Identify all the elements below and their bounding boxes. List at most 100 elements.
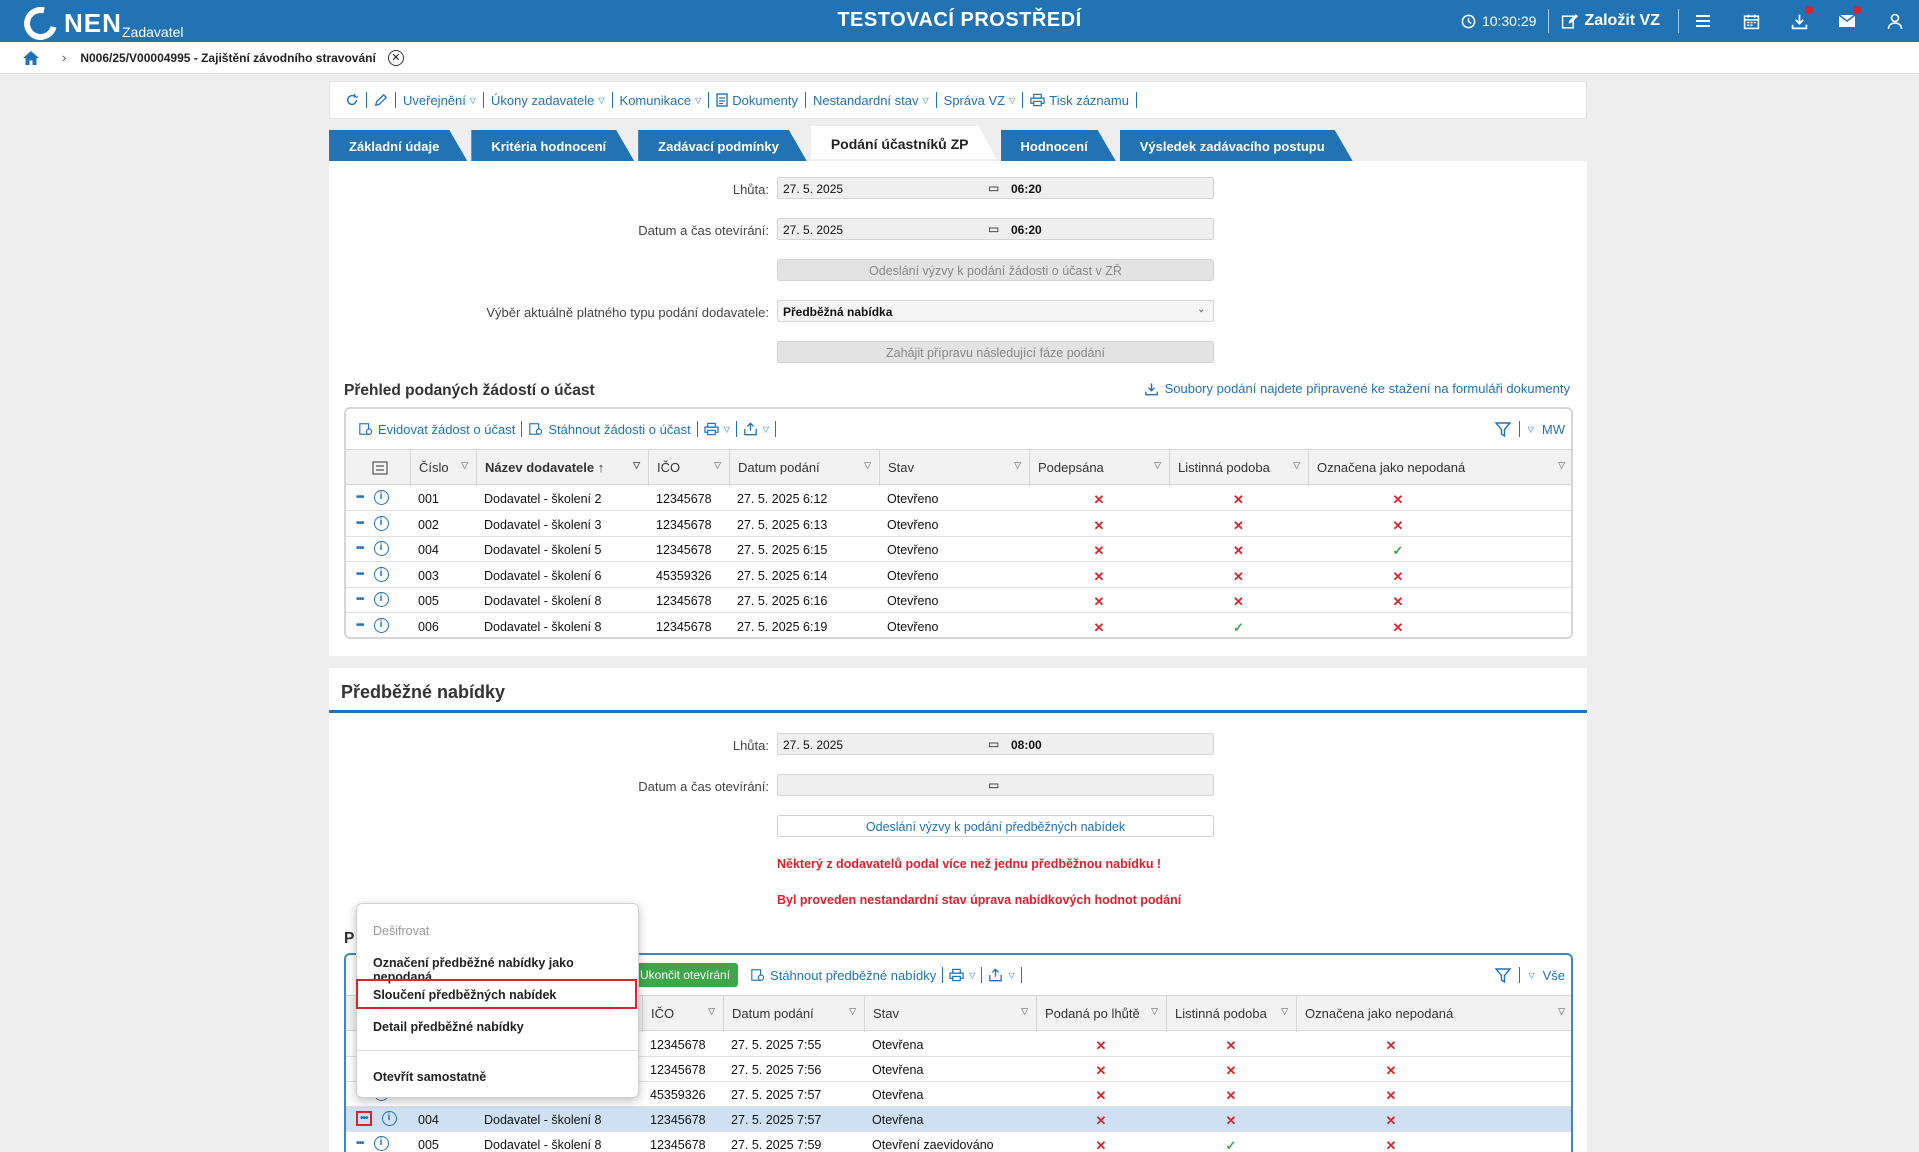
menu-button[interactable] [1679, 0, 1727, 42]
more-actions-icon[interactable]: ••• [356, 568, 364, 580]
info-icon[interactable]: i [373, 1136, 389, 1151]
invite-preliminary-offers-button[interactable]: Odeslání výzvy k podání předběžných nabí… [777, 815, 1214, 837]
caret-down-icon[interactable]: ▽ [1528, 970, 1535, 980]
filter-icon[interactable]: ▽ [1281, 1006, 1288, 1016]
open-datetime-field[interactable]: 27. 5. 2025 ▭ 06:20 [777, 218, 1214, 240]
header-datum[interactable]: Datum podání ▽ [723, 996, 864, 1032]
header-stav[interactable]: Stav ▽ [879, 450, 1029, 486]
column-settings-cell[interactable] [346, 450, 410, 486]
info-icon[interactable]: i [373, 566, 389, 582]
more-actions-icon[interactable]: ••• [356, 594, 364, 605]
calendar-icon[interactable]: ▭ [988, 222, 1000, 236]
table-row[interactable]: ••• i 005 Dodavatel - školení 8 12345678 27. … [346, 1132, 1571, 1152]
lhuta-field[interactable]: 27. 5. 2025 ▭ 08:00 [777, 733, 1214, 755]
filter-icon[interactable]: ▽ [1558, 460, 1565, 470]
calendar-button[interactable] [1727, 0, 1775, 42]
filter-icon[interactable]: ▽ [708, 1006, 715, 1016]
info-icon[interactable]: i [373, 617, 389, 633]
header-stav[interactable]: Stav ▽ [864, 996, 1036, 1032]
calendar-icon[interactable]: ▭ [988, 181, 1000, 195]
toolbar-nestandardni-stav[interactable]: Nestandardní stav ▽ [806, 92, 937, 108]
header-nepodana[interactable]: Označena jako nepodaná ▽ [1296, 996, 1571, 1032]
print-grid-button[interactable]: ▽ [698, 421, 737, 437]
download-files-link[interactable]: Soubory podání najdete připravené ke sta… [1144, 381, 1570, 396]
tab-vysledek[interactable]: Výsledek zadávacího postupu [1120, 130, 1353, 161]
header-listinna[interactable]: Listinná podoba ▽ [1166, 996, 1296, 1032]
menu-item-desifrovat[interactable]: Dešifrovat [373, 924, 430, 938]
export-grid-button[interactable]: ▽ [737, 421, 776, 437]
table-row[interactable]: ••• i 001 Dodavatel - školení 2 12345678 27. … [346, 486, 1571, 511]
info-icon[interactable]: i [381, 1111, 397, 1126]
filter-icon[interactable]: ▽ [1021, 1006, 1028, 1016]
header-listinna[interactable]: Listinná podoba ▽ [1169, 450, 1308, 486]
user-button[interactable] [1871, 0, 1919, 42]
menu-item-offer-detail[interactable]: Detail předběžné nabídky [373, 1020, 524, 1034]
refresh-button[interactable] [338, 92, 367, 108]
filter-icon[interactable]: ▽ [864, 460, 871, 470]
more-actions-icon[interactable]: ••• [356, 517, 364, 529]
grid-view-label[interactable]: Vše [1542, 967, 1565, 983]
table-row[interactable]: ••• i 002 Dodavatel - školení 3 12345678 27. … [346, 512, 1571, 537]
info-icon[interactable]: i [373, 592, 389, 607]
close-icon[interactable]: ✕ [387, 49, 404, 66]
filter-icon[interactable]: ▽ [1151, 1006, 1158, 1016]
messages-button[interactable] [1823, 0, 1871, 42]
breadcrumb-current[interactable]: N006/25/V00004995 - Zajištění závodního … [80, 50, 376, 65]
filter-icon[interactable]: ▽ [714, 460, 721, 470]
download-applications-button[interactable]: Stáhnout žádosti o účast [522, 421, 698, 437]
header-nepodana[interactable]: Označena jako nepodaná ▽ [1308, 450, 1571, 486]
info-icon[interactable]: i [373, 490, 389, 505]
download-preliminary-offers-button[interactable]: Stáhnout předběžné nabídky [744, 967, 944, 983]
filter-icon[interactable]: ▽ [1293, 460, 1300, 470]
register-application-button[interactable]: Evidovat žádost o účast [352, 421, 523, 437]
open-datetime-field[interactable]: ▭ [777, 774, 1214, 796]
calendar-icon[interactable]: ▭ [988, 778, 1000, 792]
header-ico[interactable]: IČO ▽ [642, 996, 723, 1032]
toolbar-dokumenty[interactable]: Dokumenty [709, 92, 806, 108]
edit-button[interactable] [367, 92, 396, 108]
table-row[interactable]: ••• i 004 Dodavatel - školení 5 12345678 27. … [346, 537, 1571, 562]
more-actions-icon[interactable]: ••• [356, 543, 364, 554]
print-grid-button[interactable]: ▽ [943, 967, 983, 983]
info-icon[interactable]: i [373, 541, 389, 556]
filter-icon[interactable]: ▽ [1558, 1006, 1565, 1016]
more-actions-icon[interactable]: ••• [356, 1138, 364, 1149]
menu-item-merge-offers[interactable]: Sloučení předběžných nabídek [356, 979, 637, 1009]
funnel-icon[interactable] [1494, 421, 1511, 437]
table-row[interactable]: ••• i 003 Dodavatel - školení 6 45359326 27. … [346, 563, 1571, 588]
filter-icon[interactable]: ▽ [849, 1006, 856, 1016]
more-actions-icon[interactable]: ••• [356, 619, 364, 631]
grid-view-label[interactable]: MW [1541, 421, 1565, 437]
filter-icon[interactable]: ▽ [633, 460, 640, 470]
more-actions-icon[interactable]: ••• [356, 1111, 372, 1126]
filter-icon[interactable]: ▽ [461, 460, 468, 470]
caret-down-icon[interactable]: ▽ [1527, 424, 1534, 434]
header-cislo[interactable]: Číslo ▽ [410, 450, 476, 486]
table-row[interactable]: ••• i 005 Dodavatel - školení 8 12345678 27. … [346, 588, 1571, 613]
toolbar-komunikace[interactable]: Komunikace ▽ [613, 92, 710, 108]
toolbar-sprava-vz[interactable]: Správa VZ ▽ [937, 92, 1024, 108]
header-nazev[interactable]: Název dodavatele ↑ ▽ [476, 450, 648, 486]
menu-item-mark-not-submitted[interactable]: Označení předběžné nabídky jako nepodaná [373, 956, 574, 984]
tab-zakladni-udaje[interactable]: Základní údaje [329, 130, 467, 161]
home-icon[interactable] [22, 50, 40, 66]
table-row[interactable]: ••• i 004 Dodavatel - školení 8 12345678 27. … [346, 1107, 1571, 1132]
lhuta-field[interactable]: 27. 5. 2025 ▭ 06:20 [777, 177, 1214, 199]
table-row[interactable]: ••• i 006 Dodavatel - školení 8 12345678 27. … [346, 614, 1571, 638]
create-vz-button[interactable]: Založit VZ [1549, 9, 1679, 33]
toolbar-tisk-zaznamu[interactable]: Tisk záznamu [1023, 92, 1137, 108]
downloads-button[interactable] [1775, 0, 1823, 42]
info-icon[interactable]: i [373, 515, 389, 531]
toolbar-ukony-zadavatele[interactable]: Úkony zadavatele ▽ [484, 92, 613, 108]
header-ico[interactable]: IČO ▽ [648, 450, 729, 486]
tab-podani-ucastniku[interactable]: Podání účastníků ZP [811, 126, 997, 159]
header-podepsana[interactable]: Podepsána ▽ [1029, 450, 1169, 486]
filter-icon[interactable]: ▽ [1154, 460, 1161, 470]
tab-kriteria-hodnoceni[interactable]: Kritéria hodnocení [471, 130, 634, 161]
next-phase-button[interactable]: Zahájit přípravu následující fáze podání [777, 341, 1214, 363]
funnel-icon[interactable] [1495, 967, 1512, 983]
more-actions-icon[interactable]: ••• [356, 492, 364, 503]
finish-opening-button[interactable]: Ukončit otevírání [632, 963, 739, 987]
